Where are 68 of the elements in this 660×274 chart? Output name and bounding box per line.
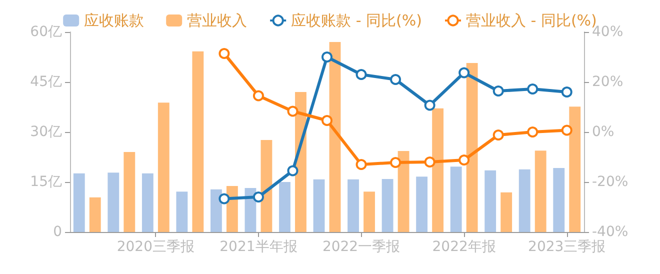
point [561, 124, 572, 136]
point [252, 90, 264, 102]
bar [124, 152, 136, 232]
bar [226, 186, 238, 232]
legend-label: 应收账款 - 同比(%) [291, 12, 422, 30]
bar [329, 42, 341, 232]
point [356, 69, 367, 80]
y2-tick-label: 40% [592, 24, 624, 40]
bar [279, 182, 290, 232]
point [390, 74, 402, 85]
point [492, 86, 504, 96]
bar [466, 63, 478, 232]
bar [348, 179, 359, 232]
y2-tick-label: 0% [592, 124, 614, 140]
y-tick-label: 45亿 [30, 74, 62, 90]
point [390, 157, 402, 168]
bar [313, 179, 325, 232]
bar [484, 170, 496, 232]
bar [416, 176, 428, 232]
bar [192, 51, 204, 232]
y-tick-label: 0 [53, 224, 62, 240]
bar [432, 108, 444, 232]
bar [382, 179, 394, 232]
point [561, 86, 572, 98]
bar [450, 166, 462, 232]
point [527, 126, 538, 138]
point [218, 48, 230, 59]
point [458, 67, 470, 78]
bar [553, 168, 565, 232]
bar [158, 102, 170, 232]
bar [210, 189, 222, 232]
point [287, 106, 298, 117]
bar [260, 140, 272, 232]
bar [500, 192, 512, 232]
x-tick-label: 2021半年报 [220, 239, 298, 255]
bar [73, 173, 85, 232]
bar [398, 151, 410, 232]
point [218, 193, 230, 204]
bar [89, 197, 101, 232]
point [252, 192, 264, 202]
legend-label: 营业收入 [187, 12, 248, 30]
y2-tick-label: 20% [592, 74, 624, 90]
point [322, 115, 332, 126]
bar [176, 192, 188, 232]
x-tick-label: 2022一季报 [322, 239, 400, 255]
x-tick-label: 2020三季报 [116, 239, 194, 255]
y2-tick-label: -40% [592, 224, 628, 240]
bar [569, 106, 581, 232]
point [492, 130, 504, 140]
y-tick-label: 15亿 [30, 174, 62, 190]
x-tick-label: 2022年报 [432, 239, 496, 255]
bar [108, 172, 120, 232]
y-tick-label: 60亿 [30, 24, 62, 40]
y-tick-label: 30亿 [30, 124, 62, 140]
point [287, 165, 298, 176]
point [424, 100, 436, 111]
bar [534, 150, 546, 232]
point [322, 52, 332, 62]
bar [142, 173, 154, 232]
bar [364, 192, 375, 232]
point [458, 154, 470, 166]
point [527, 84, 538, 94]
point [424, 156, 436, 168]
legend-label: 应收账款 [84, 12, 144, 30]
bar [518, 169, 530, 232]
point [356, 159, 367, 170]
y2-tick-label: -20% [592, 174, 628, 190]
x-tick-label: 2023三季报 [528, 239, 606, 255]
